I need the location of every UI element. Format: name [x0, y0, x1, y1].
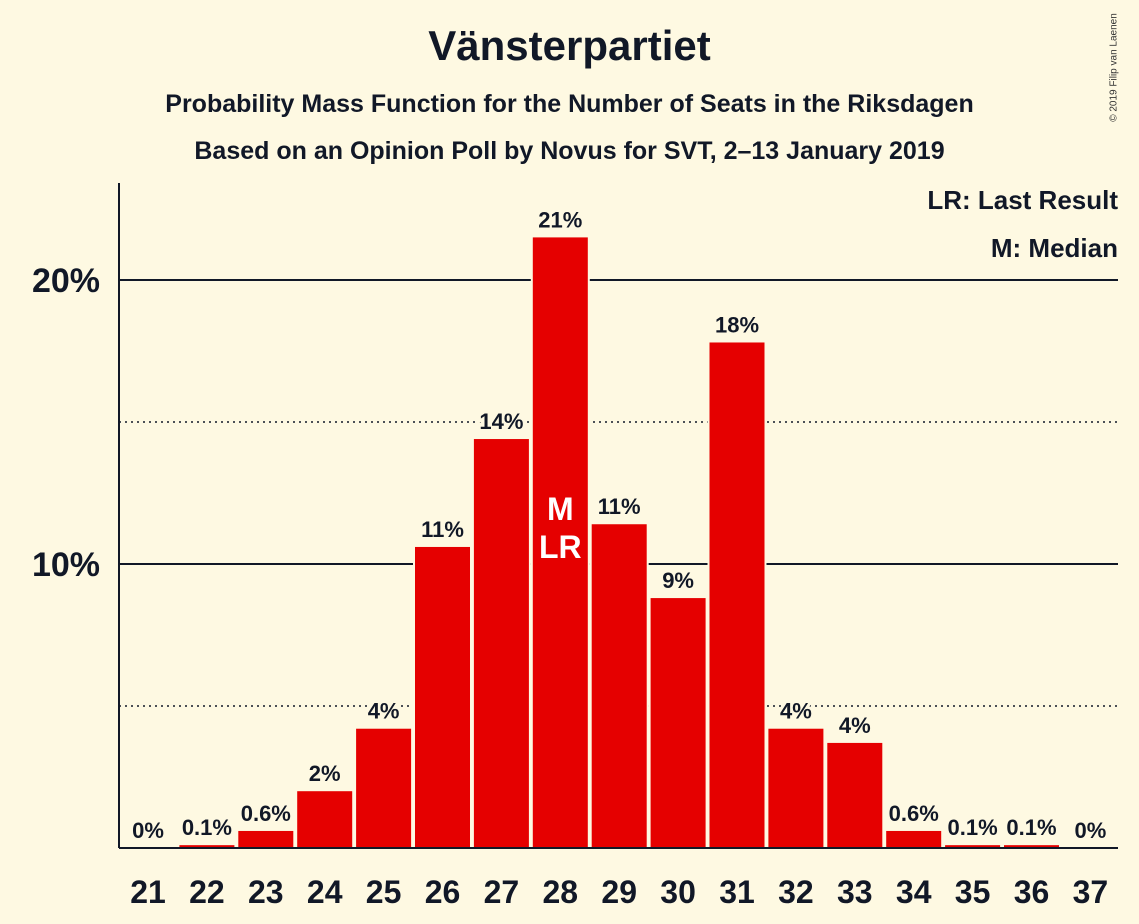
chart-title: Vänsterpartiet	[428, 22, 711, 69]
y-tick-label: 10%	[32, 546, 100, 584]
x-tick-label: 33	[837, 874, 873, 910]
bar	[297, 791, 353, 848]
bar-value-label: 0.6%	[889, 801, 939, 826]
legend-last-result: LR: Last Result	[927, 185, 1118, 215]
bar	[886, 830, 942, 848]
x-tick-label: 29	[601, 874, 637, 910]
bar	[415, 546, 470, 848]
x-tick-label: 27	[484, 874, 520, 910]
chart-subtitle: Probability Mass Function for the Number…	[165, 90, 974, 118]
x-tick-label: 35	[955, 874, 991, 910]
bar	[179, 845, 235, 848]
x-tick-label: 37	[1073, 874, 1109, 910]
bar-value-label: 4%	[780, 699, 812, 724]
x-tick-label: 21	[130, 874, 166, 910]
y-tick-label: 20%	[32, 262, 100, 300]
bar	[356, 728, 412, 848]
bar-value-label: 18%	[715, 312, 759, 337]
bar	[650, 598, 706, 848]
legend-median: M: Median	[991, 233, 1118, 263]
x-tick-label: 28	[543, 874, 579, 910]
bar	[709, 342, 765, 848]
x-tick-label: 32	[778, 874, 814, 910]
bar-value-label: 2%	[309, 761, 341, 786]
bar-labels: 0% 21 0.1% 22 0.6% 23 2% 24 4% 25 11% 26 14% 27 21% 28 M…	[129, 204, 1109, 910]
x-tick-label: 36	[1014, 874, 1050, 910]
x-tick-label: 23	[248, 874, 284, 910]
bar-value-label: 4%	[368, 699, 400, 724]
bar-value-label: 0.1%	[948, 815, 998, 840]
bar-value-label: 0%	[132, 818, 164, 843]
last-result-marker: LR	[539, 529, 582, 565]
bar	[768, 728, 824, 848]
x-tick-label: 22	[189, 874, 225, 910]
bars	[177, 235, 1061, 848]
x-tick-label: 24	[307, 874, 343, 910]
x-tick-label: 26	[425, 874, 461, 910]
bar-value-label: 11%	[421, 517, 464, 542]
bar-value-label: 14%	[479, 409, 523, 434]
bar-value-label: 9%	[662, 568, 694, 593]
x-tick-label: 30	[660, 874, 696, 910]
bar	[591, 524, 647, 848]
chart-source: Based on an Opinion Poll by Novus for SV…	[194, 137, 945, 165]
bar	[1004, 845, 1059, 848]
bar-value-label: 4%	[839, 713, 871, 738]
bar	[473, 439, 529, 848]
bar	[532, 237, 588, 848]
bar	[238, 830, 294, 848]
bar	[945, 845, 1001, 848]
bar-value-label: 21%	[538, 207, 582, 232]
bar-value-label: 0%	[1075, 818, 1107, 843]
bar-value-label: 0.1%	[1006, 815, 1056, 840]
axes: 10% 20%	[32, 183, 1118, 849]
bar-value-label: 11%	[598, 494, 641, 519]
x-tick-label: 31	[719, 874, 755, 910]
bar-value-label: 0.1%	[182, 815, 232, 840]
x-tick-label: 34	[896, 874, 932, 910]
median-marker: M	[547, 491, 574, 527]
x-tick-label: 25	[366, 874, 402, 910]
bar	[827, 742, 883, 848]
bar-value-label: 0.6%	[241, 801, 291, 826]
